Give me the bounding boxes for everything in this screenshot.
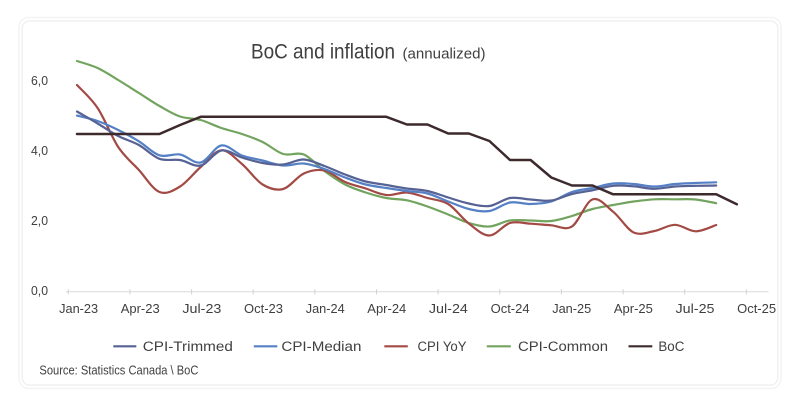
- svg-text:Apr-25: Apr-25: [614, 301, 653, 316]
- svg-text:6,0: 6,0: [31, 73, 48, 88]
- svg-text:Oct-24: Oct-24: [491, 301, 530, 316]
- svg-text:(annualized): (annualized): [403, 46, 486, 63]
- svg-text:0,0: 0,0: [31, 283, 48, 298]
- svg-text:Apr-24: Apr-24: [367, 301, 406, 316]
- svg-text:BoC: BoC: [658, 339, 684, 354]
- svg-text:Apr-23: Apr-23: [121, 301, 160, 316]
- svg-text:2,0: 2,0: [31, 213, 48, 228]
- svg-text:BoC and inflation: BoC and inflation: [251, 40, 395, 64]
- svg-text:Jul-24: Jul-24: [429, 301, 468, 316]
- svg-text:CPI-Trimmed: CPI-Trimmed: [143, 339, 233, 354]
- svg-text:CPI YoY: CPI YoY: [418, 339, 467, 354]
- svg-text:Jan-25: Jan-25: [552, 301, 591, 316]
- svg-text:4,0: 4,0: [31, 143, 48, 158]
- svg-text:Oct-23: Oct-23: [244, 301, 283, 316]
- svg-text:Jan-23: Jan-23: [59, 301, 98, 316]
- svg-text:CPI-Median: CPI-Median: [281, 339, 361, 354]
- svg-text:Oct-25: Oct-25: [737, 301, 776, 316]
- svg-text:Jul-25: Jul-25: [676, 301, 715, 316]
- svg-text:Source: Statistics Canada \ Bo: Source: Statistics Canada \ BoC: [39, 363, 198, 378]
- svg-text:Jan-24: Jan-24: [306, 301, 345, 316]
- svg-text:CPI-Common: CPI-Common: [518, 339, 608, 354]
- svg-text:Jul-23: Jul-23: [182, 301, 221, 316]
